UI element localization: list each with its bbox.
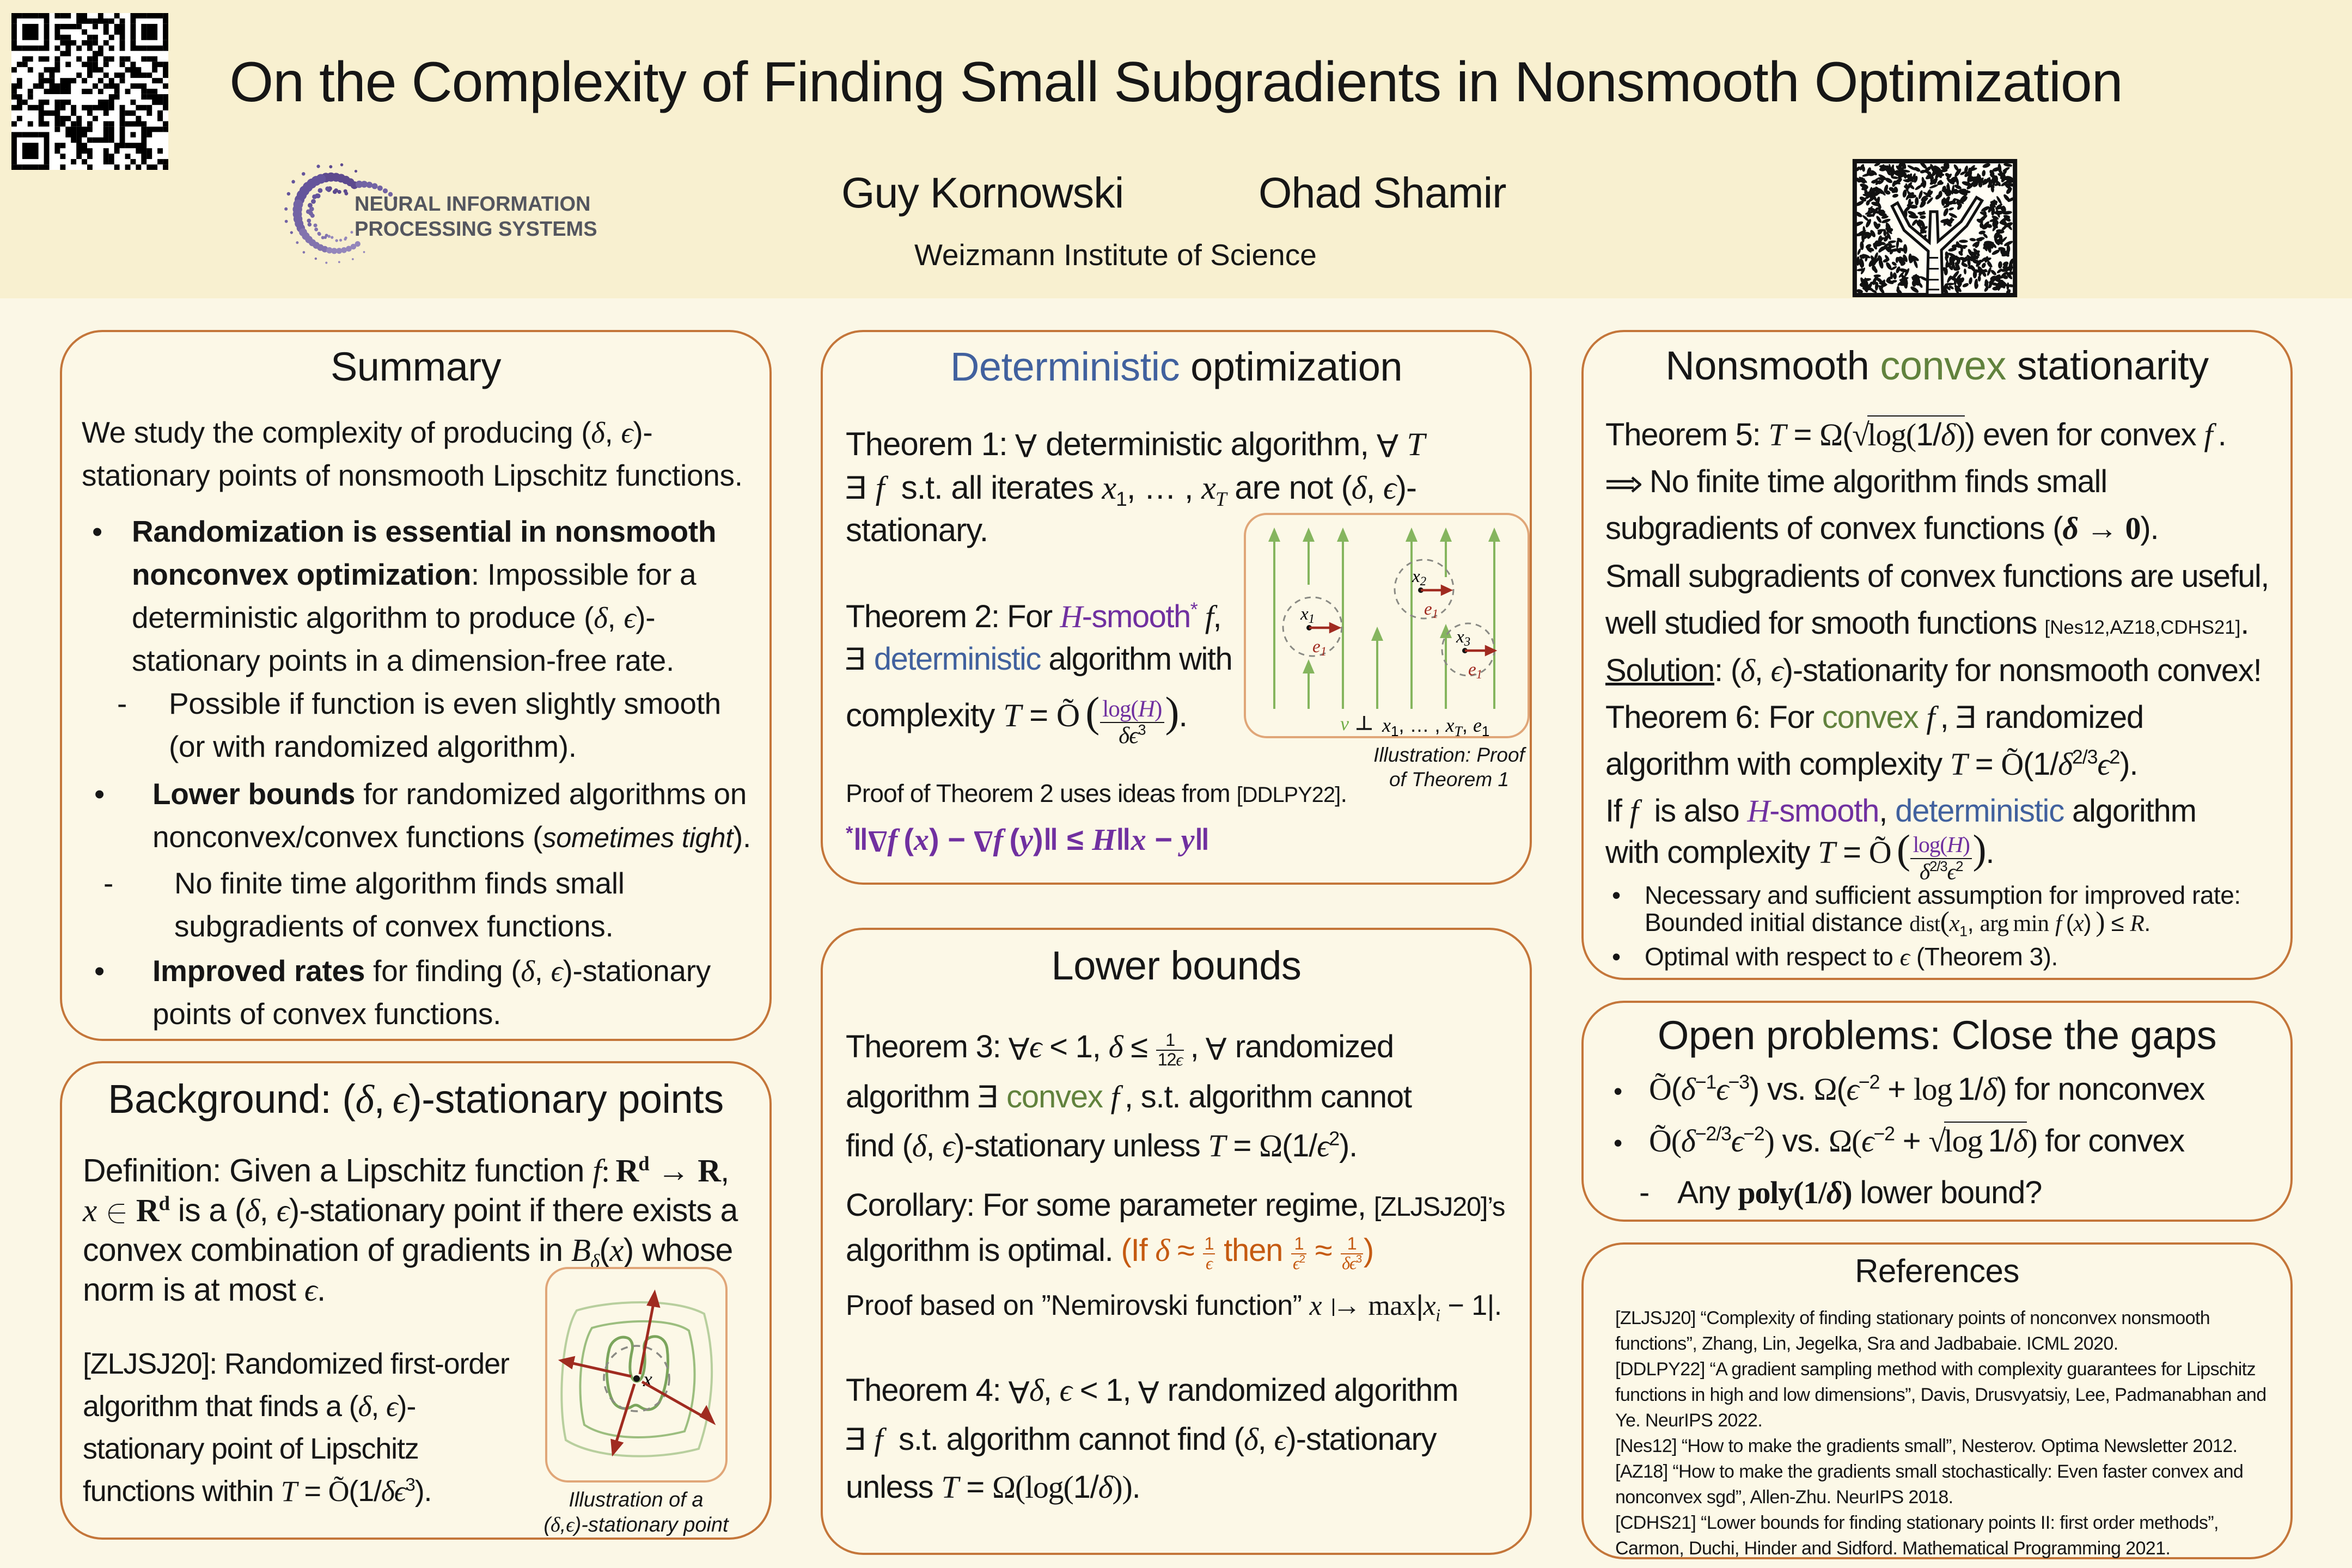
- svg-text:x1: x1: [1300, 604, 1315, 626]
- svg-text:v: v: [1340, 713, 1349, 734]
- svg-text:e1: e1: [1424, 599, 1438, 621]
- svg-text:e1: e1: [1468, 660, 1482, 681]
- svg-text:x2: x2: [1412, 567, 1426, 588]
- svg-text:e1: e1: [1312, 637, 1327, 658]
- svg-text:x1, … , xT, e1: x1, … , xT, e1: [1382, 714, 1489, 738]
- svg-text:x3: x3: [1456, 627, 1470, 648]
